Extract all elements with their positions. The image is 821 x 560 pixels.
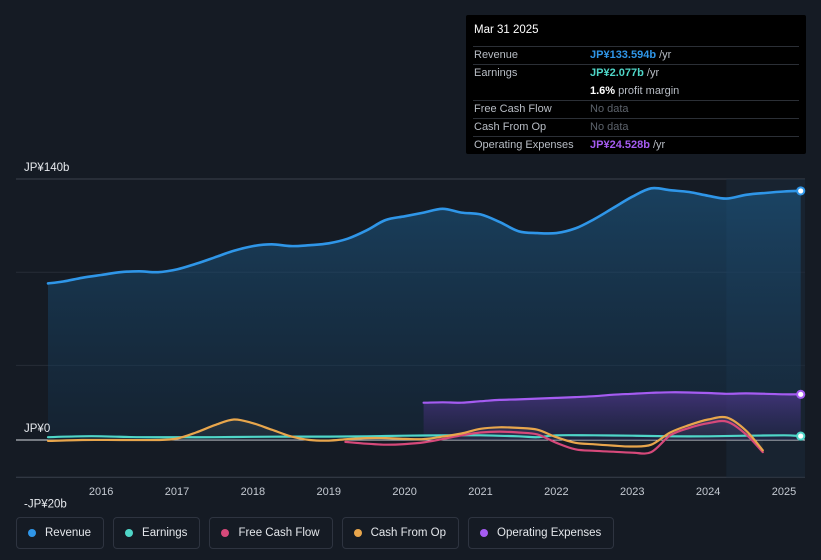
y-tick-label-2: -JP¥20b [24, 498, 67, 510]
tooltip-cfo-value: No data [590, 121, 629, 134]
legend-item-cash-from-op[interactable]: Cash From Op [341, 517, 460, 549]
y-tick-label-1: JP¥0 [24, 423, 50, 435]
tooltip-row-margin: 1.6% profit margin [473, 83, 799, 100]
earnings-end-marker [796, 431, 806, 441]
x-tick-label-2018: 2018 [241, 486, 265, 498]
x-tick-label-2019: 2019 [317, 486, 341, 498]
cash-from-op-dot-icon [353, 529, 362, 537]
legend: Revenue Earnings Free Cash Flow Cash Fro… [16, 517, 623, 549]
tooltip-revenue-label: Revenue [474, 49, 519, 61]
tooltip-fcf-value: No data [590, 102, 629, 115]
cash-from-op-line [46, 415, 764, 452]
tooltip-date: Mar 31 2025 [474, 24, 539, 36]
free-cash-flow-line [344, 419, 764, 455]
free-cash-flow-dot-icon [221, 529, 230, 537]
tooltip-revenue-value: JP¥133.594b /yr [590, 47, 671, 64]
cash-from-op-area [48, 416, 763, 451]
tooltip-earnings-value: JP¥2.077b /yr [590, 65, 659, 82]
tooltip-cfo-label: Cash From Op [474, 121, 547, 134]
legend-label-earnings: Earnings [142, 527, 188, 539]
tooltip-earnings-unit: /yr [646, 67, 660, 80]
legend-label-cash-from-op: Cash From Op [370, 527, 447, 539]
earnings-dot-icon [125, 529, 134, 537]
tooltip-earnings-amount: JP¥2.077b [590, 67, 644, 80]
chart: JP¥140b JP¥0 -JP¥20b 2016 2017 2018 2019 2020 20… [16, 162, 806, 510]
tooltip-revenue-amount: JP¥133.594b [590, 49, 657, 61]
tooltip-panel: Mar 31 2025 Revenue JP¥133.594b /yr Earn… [466, 15, 806, 154]
revenue-end-marker [796, 186, 806, 196]
x-tick-label-2025: 2025 [772, 486, 796, 498]
x-tick-label-2017: 2017 [165, 486, 189, 498]
legend-label-free-cash-flow: Free Cash Flow [238, 527, 320, 539]
operating-expenses-dot-icon [480, 529, 489, 537]
tooltip-row-earnings: Earnings JP¥2.077b /yr [473, 64, 799, 82]
legend-item-operating-expenses[interactable]: Operating Expenses [468, 517, 615, 549]
revenue-line [46, 186, 802, 285]
legend-item-free-cash-flow[interactable]: Free Cash Flow [209, 517, 333, 549]
tooltip-revenue-unit: /yr [659, 49, 672, 61]
earnings-line [46, 434, 802, 439]
x-tick-label-2023: 2023 [620, 486, 644, 498]
x-tick-label-2021: 2021 [468, 486, 492, 498]
legend-label-operating-expenses: Operating Expenses [497, 527, 602, 539]
tooltip-margin: 1.6% profit margin [590, 83, 679, 100]
y-tick-label-0: JP¥140b [24, 162, 69, 174]
legend-item-revenue[interactable]: Revenue [16, 517, 105, 549]
x-tick-label-2016: 2016 [89, 486, 113, 498]
tooltip-earnings-label: Earnings [474, 67, 518, 80]
tooltip-opex-label: Operating Expenses [474, 139, 574, 152]
tooltip-opex-unit: /yr [653, 139, 666, 152]
tooltip-margin-value: 1.6% [590, 84, 616, 97]
tooltip-opex-amount: JP¥24.528b [590, 139, 650, 152]
x-tick-label-2024: 2024 [696, 486, 720, 498]
legend-item-earnings[interactable]: Earnings [113, 517, 201, 549]
revenue-dot-icon [28, 529, 36, 537]
tooltip-row-fcf: Free Cash Flow No data [473, 99, 799, 118]
tooltip-margin-label: profit margin [618, 84, 680, 97]
tooltip-fcf-label: Free Cash Flow [474, 102, 552, 115]
operating-expenses-line [422, 391, 802, 404]
legend-label-revenue: Revenue [45, 527, 92, 539]
tooltip-opex-value: JP¥24.528b /yr [590, 137, 665, 154]
x-tick-label-2022: 2022 [544, 486, 568, 498]
tooltip-row-opex: Operating Expenses JP¥24.528b /yr [473, 136, 799, 154]
tooltip-row-cfo: Cash From Op No data [473, 118, 799, 136]
x-tick-label-2020: 2020 [392, 486, 416, 498]
tooltip-row-revenue: Revenue JP¥133.594b /yr [473, 46, 799, 64]
operating-expenses-end-marker [796, 389, 806, 399]
